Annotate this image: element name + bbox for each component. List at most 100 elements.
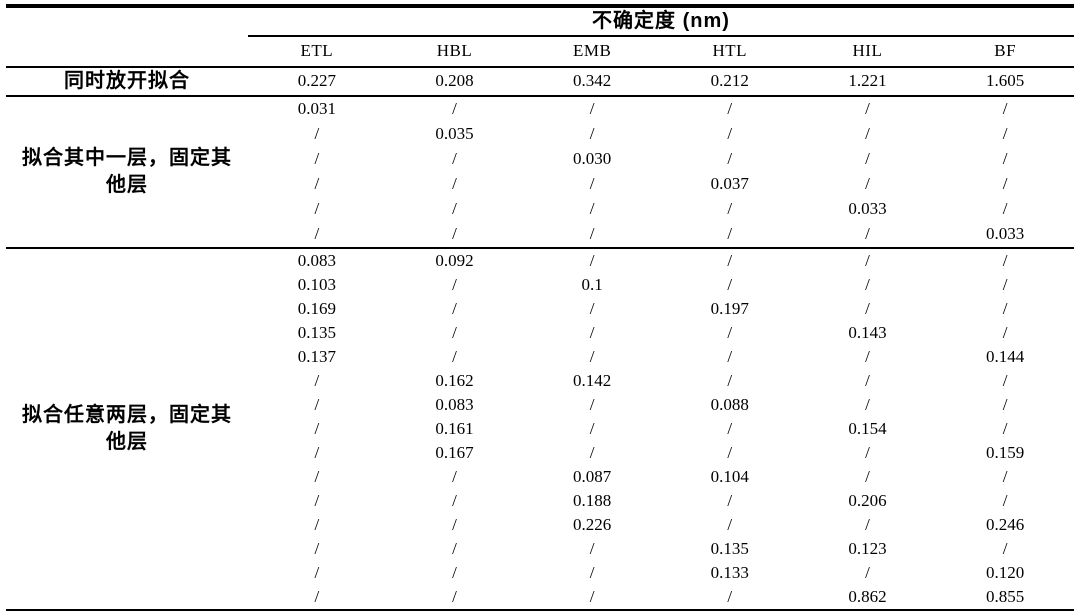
value-cell: 0.246	[986, 514, 1025, 534]
value-cell-empty: /	[727, 346, 733, 366]
value-cell: 1.221	[798, 67, 937, 97]
value-cell-empty: /	[865, 224, 870, 244]
value-cell: 0.103	[297, 274, 336, 294]
value-cell-empty: /	[314, 418, 320, 438]
table-row: / / / 0.133 / 0.120	[6, 561, 1074, 585]
value-cell-empty: /	[589, 298, 595, 318]
row-label-fit-one-layer: 拟合其中一层，固定其他层	[6, 96, 248, 248]
simultaneous-fit-row: 同时放开拟合 0.227 0.208 0.342 0.212 1.221 1.605	[6, 67, 1074, 97]
table-row: 0.169 / / 0.197 / /	[6, 297, 1074, 321]
value-cell-empty: /	[452, 586, 457, 606]
value-cell-empty: /	[1002, 298, 1008, 318]
value-cell-empty: /	[1002, 466, 1008, 486]
value-cell: 0.120	[986, 562, 1025, 582]
value-cell: 0.133	[710, 562, 749, 582]
value-cell-empty: /	[865, 99, 870, 119]
value-cell: 0.037	[710, 174, 749, 194]
value-cell-empty: /	[452, 490, 457, 510]
value-cell-empty: /	[589, 199, 595, 219]
value-cell-empty: /	[589, 538, 595, 558]
value-cell: 0.206	[848, 490, 887, 510]
value-cell-empty: /	[1002, 124, 1008, 144]
column-header-row: ETL HBL EMB HTL HIL BF	[6, 36, 1074, 68]
table-row: / / / 0.037 / /	[6, 172, 1074, 197]
value-cell-empty: /	[589, 250, 595, 270]
value-cell: 0.092	[435, 250, 474, 270]
value-cell: 0.123	[848, 538, 887, 558]
column-header-htl: HTL	[660, 36, 799, 68]
value-cell-empty: /	[727, 370, 733, 390]
value-cell-empty: /	[452, 346, 457, 366]
row-label-fit-one-layer-text: 拟合其中一层，固定其他层	[22, 147, 232, 196]
table-row: / / 0.226 / / 0.246	[6, 513, 1074, 537]
value-cell: 0.144	[986, 346, 1025, 366]
span-header-uncertainty-nm: 不确定度 (nm)	[248, 6, 1074, 37]
value-cell-empty: /	[727, 322, 733, 342]
column-header-hbl: HBL	[385, 36, 524, 68]
value-cell-empty: /	[452, 274, 457, 294]
section-fit-two-layers: 拟合任意两层，固定其他层 0.083 0.092// //0.103/0.1///0.…	[6, 248, 1074, 612]
value-cell: 0.088	[710, 394, 749, 414]
value-cell-empty: /	[1002, 274, 1008, 294]
value-cell: 0.083	[297, 250, 336, 270]
value-cell-empty: /	[727, 199, 733, 219]
value-cell-empty: /	[865, 562, 870, 582]
value-cell: 0.031	[297, 99, 336, 119]
value-cell-empty: /	[589, 322, 595, 342]
table-row: / 0.162 0.142 / / /	[6, 369, 1074, 393]
value-cell-empty: /	[865, 466, 870, 486]
value-cell: 0.162	[435, 370, 474, 390]
value-cell-empty: /	[865, 124, 870, 144]
label-column-empty-cell	[6, 36, 248, 68]
value-cell-empty: /	[314, 394, 320, 414]
value-cell-empty: /	[865, 514, 870, 534]
value-cell-empty: /	[589, 562, 595, 582]
value-cell: 0.083	[435, 394, 474, 414]
value-cell-empty: /	[865, 174, 870, 194]
value-cell-empty: /	[727, 418, 733, 438]
value-cell-empty: /	[1002, 322, 1008, 342]
value-cell: 0.167	[435, 442, 474, 462]
value-cell-empty: /	[589, 418, 595, 438]
value-cell: 0.142	[573, 370, 612, 390]
value-cell-empty: /	[727, 442, 733, 462]
value-cell-empty: /	[589, 174, 595, 194]
value-cell-empty: /	[589, 394, 595, 414]
value-cell: 0.226	[573, 514, 612, 534]
value-cell: 0.862	[848, 586, 887, 606]
value-cell-empty: /	[1002, 490, 1008, 510]
value-cell-empty: /	[1002, 370, 1008, 390]
value-cell-empty: /	[865, 370, 870, 390]
value-cell: 0.033	[986, 224, 1025, 244]
value-cell-empty: /	[452, 199, 457, 219]
value-cell-empty: /	[452, 298, 457, 318]
section-fit-one-layer: 拟合其中一层，固定其他层 0.031// / / //0.035// / / //0.030/…	[6, 96, 1074, 248]
value-cell-empty: /	[865, 394, 870, 414]
span-header-row: 不确定度 (nm)	[6, 6, 1074, 37]
table-row: / 0.161 / / 0.154 /	[6, 417, 1074, 441]
value-cell-empty: /	[452, 149, 457, 169]
value-cell: 0.1	[581, 274, 603, 294]
value-cell-empty: /	[865, 274, 870, 294]
table-row: / / 0.087 0.104 / /	[6, 465, 1074, 489]
value-cell-empty: /	[727, 224, 733, 244]
table-row: / 0.083 / 0.088 / /	[6, 393, 1074, 417]
value-cell-empty: /	[1002, 418, 1008, 438]
value-cell: 0.033	[848, 199, 887, 219]
value-cell-empty: /	[1002, 99, 1008, 119]
table-row: 0.103 / 0.1 / / /	[6, 273, 1074, 297]
value-cell-empty: /	[727, 250, 733, 270]
value-cell-empty: /	[727, 124, 733, 144]
value-cell-empty: /	[589, 224, 595, 244]
value-cell-empty: /	[865, 149, 870, 169]
column-header-etl: ETL	[248, 36, 386, 68]
value-cell-empty: /	[589, 346, 595, 366]
value-cell-empty: /	[589, 124, 595, 144]
value-cell: 0.135	[297, 322, 336, 342]
table-row: / / / / / 0.033	[6, 222, 1074, 248]
column-header-hil: HIL	[798, 36, 937, 68]
column-header-emb: EMB	[523, 36, 661, 68]
value-cell-empty: /	[1002, 394, 1008, 414]
value-cell-empty: /	[452, 466, 457, 486]
value-cell-empty: /	[589, 442, 595, 462]
